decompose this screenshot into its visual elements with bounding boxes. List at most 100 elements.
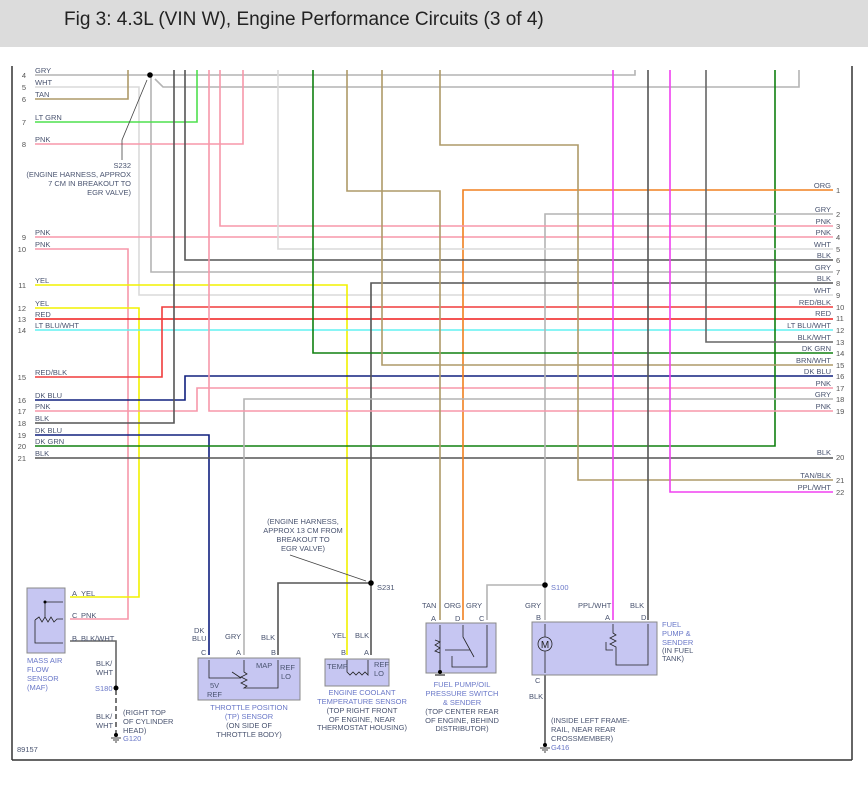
fuel-pump-pin-c-wire: BLK [529, 692, 543, 701]
wire [35, 284, 348, 655]
splice-s232-dot [147, 72, 153, 78]
s100-label: S100 [551, 583, 569, 592]
tp-internal-circuit [208, 660, 279, 689]
left-pin-number: 6 [22, 95, 26, 104]
ect-name: TEMPERATURE SENSOR [317, 697, 407, 706]
fuel-pump-oil-pressure-switch-box [425, 622, 497, 674]
ect-ref-lo: REF [374, 660, 389, 669]
fpop-pin-c-wire: GRY [466, 601, 482, 610]
left-wire-color: BLK [35, 414, 49, 423]
s232-leader [121, 79, 148, 160]
maf-sensor-box [26, 587, 66, 654]
ect-location: THERMOSTAT HOUSING) [317, 723, 408, 732]
right-wire-color: GRY [815, 263, 831, 272]
right-pin-number: 21 [836, 476, 844, 485]
right-pin-number: 16 [836, 372, 844, 381]
left-pin-number: 15 [18, 373, 26, 382]
left-wire-color: PNK [35, 240, 50, 249]
fuel-pump-name: FUEL [662, 620, 681, 629]
left-wire-color: TAN [35, 90, 49, 99]
right-pin-number: 2 [836, 210, 840, 219]
right-wire-color: BLK [817, 274, 831, 283]
left-pin-number: 8 [22, 140, 26, 149]
tp-pin-b: B [271, 648, 276, 657]
wire [381, 70, 833, 366]
fuel-pump-pin-a-wire: PPL/WHT [578, 601, 612, 610]
right-pin-number: 18 [836, 395, 844, 404]
s232-label: S232 [113, 161, 131, 170]
tp-location: THROTTLE BODY) [216, 730, 282, 739]
fuel-pump-location: TANK) [662, 654, 684, 663]
wire [243, 398, 833, 655]
ect-pin-a: A [364, 648, 369, 657]
s231-label: S231 [377, 583, 395, 592]
left-pin-number: 12 [18, 304, 26, 313]
fpop-location: (TOP CENTER REAR [425, 707, 499, 716]
right-pin-number: 6 [836, 256, 840, 265]
left-wire-color: YEL [35, 276, 49, 285]
tp-name: (TP) SENSOR [225, 712, 274, 721]
left-wire-color: DK BLU [35, 426, 62, 435]
wire [439, 70, 833, 481]
g416-note: (INSIDE LEFT FRAME- [551, 716, 630, 725]
tp-pin-c: C [201, 648, 207, 657]
splice-s180-dot [113, 685, 119, 691]
right-pin-number: 9 [836, 291, 840, 300]
wire [346, 70, 441, 620]
maf-name: MASS AIR [27, 656, 63, 665]
fuel-pump-pin-b: B [536, 613, 541, 622]
right-pin-number: 19 [836, 407, 844, 416]
left-wire-color: WHT [35, 78, 52, 87]
wire [370, 282, 833, 655]
tp-map: MAP [256, 661, 272, 670]
left-wire-color: BLK [35, 449, 49, 458]
s231-note: (ENGINE HARNESS, [267, 517, 339, 526]
tp-5v-ref: REF [207, 690, 222, 699]
right-wire-color: BRN/WHT [796, 356, 831, 365]
right-pin-number: 3 [836, 222, 840, 231]
motor-label: M [541, 640, 549, 651]
fpop-ground-icon [435, 670, 445, 676]
s232-note: 7 CM IN BREAKOUT TO [48, 179, 131, 188]
right-pin-number: 1 [836, 186, 840, 195]
maf-name: (MAF) [27, 683, 48, 692]
ect-pin-a-wire: BLK [355, 631, 369, 640]
wire [35, 387, 833, 412]
right-wire-color: PNK [816, 217, 831, 226]
g120-note: OF CYLINDER [123, 717, 174, 726]
wire [35, 375, 833, 401]
splice-s100-dot [542, 582, 548, 588]
tp-pin-c-wire: DK [194, 626, 204, 635]
left-wire-color: PNK [35, 228, 50, 237]
wire [705, 70, 833, 343]
maf-pin-a: A [72, 589, 77, 598]
left-pin-number: 10 [18, 245, 26, 254]
wire [219, 70, 833, 227]
left-pin-number: 16 [18, 396, 26, 405]
maf-pin-c-wire: PNK [81, 611, 96, 620]
tp-pin-a: A [236, 648, 241, 657]
g416-note: RAIL, NEAR REAR [551, 725, 616, 734]
ect-temp: TEMP [327, 662, 348, 671]
tp-location: (ON SIDE OF [226, 721, 272, 730]
g416-label: G416 [551, 743, 569, 752]
maf-internal-circuit [34, 601, 63, 644]
maf-name: FLOW [27, 665, 50, 674]
fpop-pin-c: C [479, 614, 485, 623]
fuel-pump-location: (IN FUEL [662, 646, 693, 655]
right-wire-color: ORG [814, 181, 831, 190]
wire [35, 70, 175, 424]
fpop-name: & SENDER [443, 698, 482, 707]
maf-pin-b: B [72, 634, 77, 643]
tp-pin-c-wire: BLU [192, 634, 207, 643]
wire [35, 70, 198, 123]
s231-note: EGR VALVE) [281, 544, 325, 553]
fpop-pin-d-wire: ORG [444, 601, 461, 610]
left-pin-number: 5 [22, 83, 26, 92]
wire [312, 70, 833, 354]
maf-node [43, 600, 47, 604]
right-wire-color: LT BLU/WHT [787, 321, 831, 330]
s231-note: BREAKOUT TO [276, 535, 330, 544]
